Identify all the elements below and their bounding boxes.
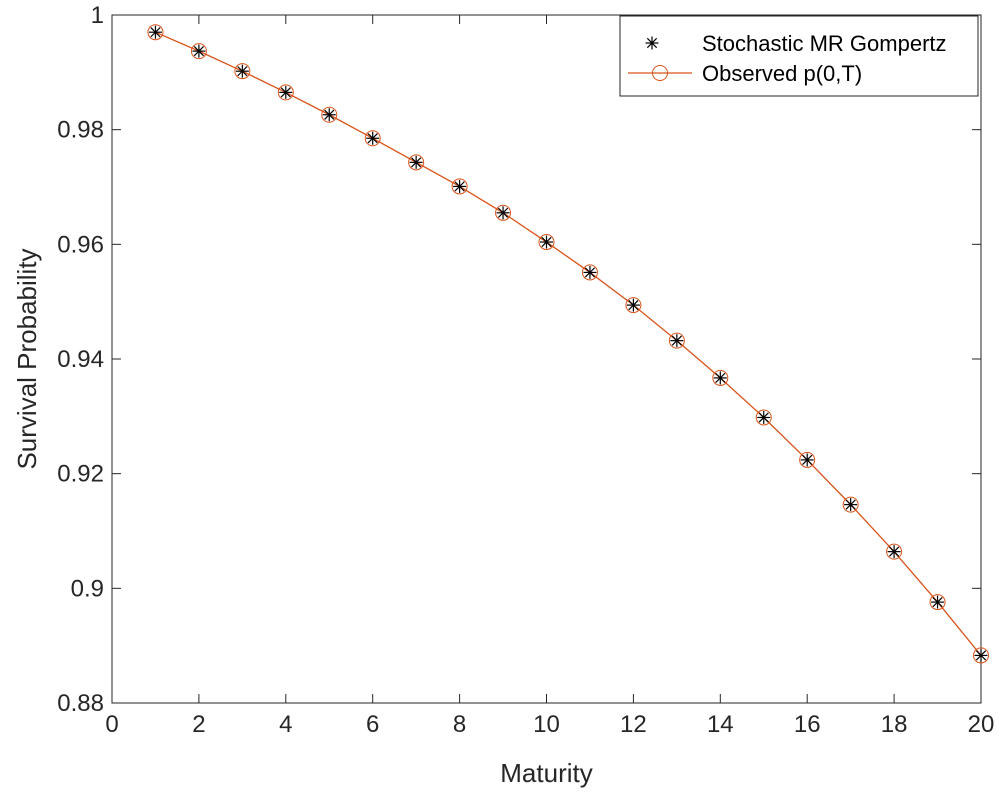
data-point-stochastic: [322, 108, 336, 122]
data-point-stochastic: [931, 595, 945, 609]
x-tick-label: 10: [533, 711, 560, 738]
data-point-observed: [886, 543, 903, 560]
data-point-observed: [451, 178, 468, 195]
x-tick-label: 16: [794, 711, 821, 738]
data-point-observed: [321, 106, 338, 123]
y-tick-label: 1: [91, 2, 104, 29]
y-tick-label: 0.98: [57, 117, 104, 144]
y-tick-label: 0.96: [57, 231, 104, 258]
data-point-stochastic: [887, 545, 901, 559]
legend-marker-observed: [652, 65, 668, 81]
data-point-stochastic: [496, 206, 510, 220]
series-layer: [147, 24, 989, 664]
data-point-observed: [147, 24, 164, 41]
legend-marker-stochastic: [645, 36, 659, 50]
axes-layer: 0 2 4 6 8 10 12 14 16 18 20 0.88 0.9 0.92 0.94 0.96 0.98…: [12, 2, 994, 788]
data-point-observed: [408, 154, 425, 171]
data-point-stochastic: [974, 648, 988, 662]
data-point-observed: [277, 84, 294, 101]
y-tick-label: 0.92: [57, 461, 104, 488]
data-point-observed: [929, 594, 946, 611]
data-point-stochastic: [148, 25, 162, 39]
data-point-stochastic: [670, 334, 684, 348]
x-tick-label: 2: [192, 711, 205, 738]
data-point-stochastic: [235, 64, 249, 78]
data-point-stochastic: [583, 265, 597, 279]
y-tick-label: 0.9: [71, 575, 104, 602]
data-point-observed: [581, 264, 598, 281]
legend-label-observed: Observed p(0,T): [702, 61, 862, 86]
data-point-observed: [755, 409, 772, 426]
data-point-observed: [364, 130, 381, 147]
x-tick-label: 0: [105, 711, 118, 738]
x-tick-label: 20: [968, 711, 995, 738]
data-point-observed: [712, 369, 729, 386]
data-point-stochastic: [453, 179, 467, 193]
data-point-observed: [668, 332, 685, 349]
x-tick-label: 18: [881, 711, 908, 738]
data-point-observed: [190, 43, 207, 60]
data-point-stochastic: [713, 371, 727, 385]
legend: Stochastic MR Gompertz Observed p(0,T): [619, 15, 979, 97]
y-tick-label: 0.88: [57, 690, 104, 717]
data-point-stochastic: [800, 453, 814, 467]
legend-label-stochastic: Stochastic MR Gompertz: [702, 31, 947, 56]
data-point-observed: [799, 451, 816, 468]
y-axis-label: Survival Probability: [12, 248, 42, 469]
plot-area-frame: [111, 14, 982, 704]
data-point-stochastic: [409, 155, 423, 169]
data-point-stochastic: [757, 410, 771, 424]
data-point-stochastic: [279, 85, 293, 99]
data-point-stochastic: [844, 498, 858, 512]
y-tick-label: 0.94: [57, 346, 104, 373]
x-tick-label: 14: [707, 711, 734, 738]
data-point-observed: [495, 204, 512, 221]
series-line-observed: [155, 31, 982, 656]
data-point-stochastic: [366, 131, 380, 145]
data-point-observed: [538, 234, 555, 251]
x-tick-label: 8: [453, 711, 466, 738]
data-point-observed: [234, 63, 251, 80]
data-point-observed: [625, 297, 642, 314]
legend-box: [619, 15, 979, 97]
data-point-stochastic: [626, 298, 640, 312]
data-point-stochastic: [192, 44, 206, 58]
data-point-observed: [842, 496, 859, 513]
data-point-observed: [973, 647, 989, 664]
data-point-stochastic: [540, 235, 553, 249]
x-tick-label: 4: [279, 711, 292, 738]
x-axis-label: Maturity: [500, 758, 592, 788]
x-tick-label: 12: [620, 711, 647, 738]
x-tick-label: 6: [366, 711, 379, 738]
